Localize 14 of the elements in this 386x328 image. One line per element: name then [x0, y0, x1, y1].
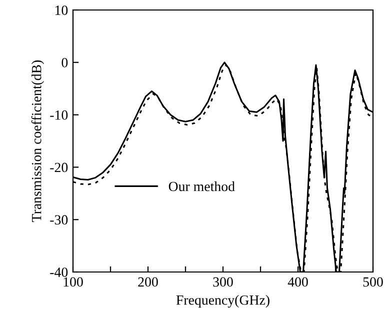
y-tick-label: -20	[50, 162, 68, 172]
y-tick-label: 10	[55, 6, 68, 15]
x-axis-title: Frequency(GHz)	[176, 295, 270, 308]
y-axis-title: Transmission coefficient(dB)	[31, 60, 44, 222]
x-tick-label: 300	[213, 277, 233, 287]
x-tick-label: 100	[64, 277, 83, 287]
legend-label: Our method	[168, 181, 235, 192]
y-tick-label: -30	[50, 215, 68, 225]
y-tick-label: 0	[62, 58, 68, 68]
x-tick-label: 400	[288, 277, 308, 287]
y-tick-label: -40	[50, 268, 68, 277]
x-tick-label: 500	[363, 277, 383, 287]
x-tick-label: 200	[138, 277, 158, 287]
y-tick-label: -10	[50, 110, 68, 120]
